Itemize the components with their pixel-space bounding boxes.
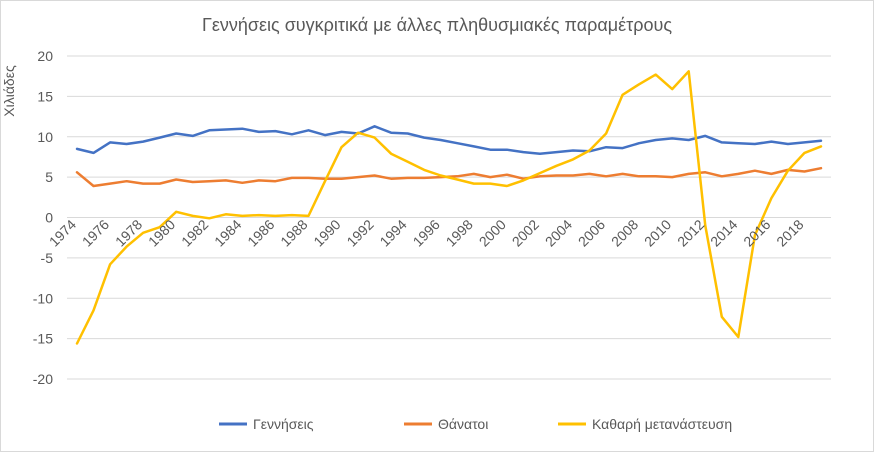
- x-tick-label: 1996: [410, 216, 443, 249]
- x-tick-label: 2008: [608, 216, 641, 249]
- x-tick-label: 1994: [376, 216, 409, 249]
- legend-item-3[interactable]: Καθαρή μετανάστευση: [558, 416, 732, 432]
- x-tick-label: 1980: [145, 216, 178, 249]
- y-tick-label: 0: [45, 210, 53, 226]
- legend-label: Γεννήσεις: [253, 416, 314, 432]
- y-tick-label: -10: [33, 290, 53, 306]
- x-tick-label: 1992: [343, 216, 376, 249]
- x-tick-label: 2000: [476, 216, 509, 249]
- legend-label: Θάνατοι: [438, 416, 488, 432]
- y-axis-ticks: -20 -15 -10 -5 0 5 10 15 20: [33, 48, 53, 387]
- y-tick-label: -15: [33, 331, 53, 347]
- y-tick-label: -20: [33, 371, 53, 387]
- y-tick-label: 20: [37, 48, 53, 64]
- x-tick-label: 2018: [773, 216, 806, 249]
- y-tick-label: -5: [41, 250, 54, 266]
- legend[interactable]: Γεννήσεις Θάνατοι Καθαρή μετανάστευση: [219, 416, 732, 432]
- x-tick-label: 1984: [211, 216, 244, 249]
- series-line-1: [75, 125, 823, 155]
- legend-item-1[interactable]: Γεννήσεις: [219, 416, 314, 432]
- y-tick-label: 10: [37, 129, 53, 145]
- y-axis-label: Χιλιάδες: [1, 65, 17, 117]
- x-axis-ticks: 1974 1976 1978 1980 1982 1984 1986 1988 1990 1992…: [46, 216, 807, 249]
- series-line-3: [75, 70, 823, 345]
- legend-item-2[interactable]: Θάνατοι: [404, 416, 488, 432]
- x-tick-label: 1976: [79, 216, 112, 249]
- y-tick-label: 15: [37, 88, 53, 104]
- x-tick-label: 1986: [244, 216, 277, 249]
- x-tick-label: 2016: [740, 216, 773, 249]
- series-group: [75, 70, 823, 345]
- x-tick-label: 1990: [310, 216, 343, 249]
- x-tick-label: 1988: [277, 216, 310, 249]
- x-tick-label: 1998: [443, 216, 476, 249]
- legend-label: Καθαρή μετανάστευση: [592, 416, 732, 432]
- x-tick-label: 2010: [641, 216, 674, 249]
- x-tick-label: 2014: [707, 216, 740, 249]
- x-tick-label: 2002: [509, 216, 542, 249]
- chart-title: Γεννήσεις συγκριτικά με άλλες πληθυσμιακ…: [202, 15, 672, 35]
- y-tick-label: 5: [45, 169, 53, 185]
- gridlines: [67, 55, 831, 380]
- x-tick-label: 2006: [575, 216, 608, 249]
- x-tick-label: 1982: [178, 216, 211, 249]
- x-tick-label: 2004: [542, 216, 575, 249]
- x-tick-label: 2012: [674, 216, 707, 249]
